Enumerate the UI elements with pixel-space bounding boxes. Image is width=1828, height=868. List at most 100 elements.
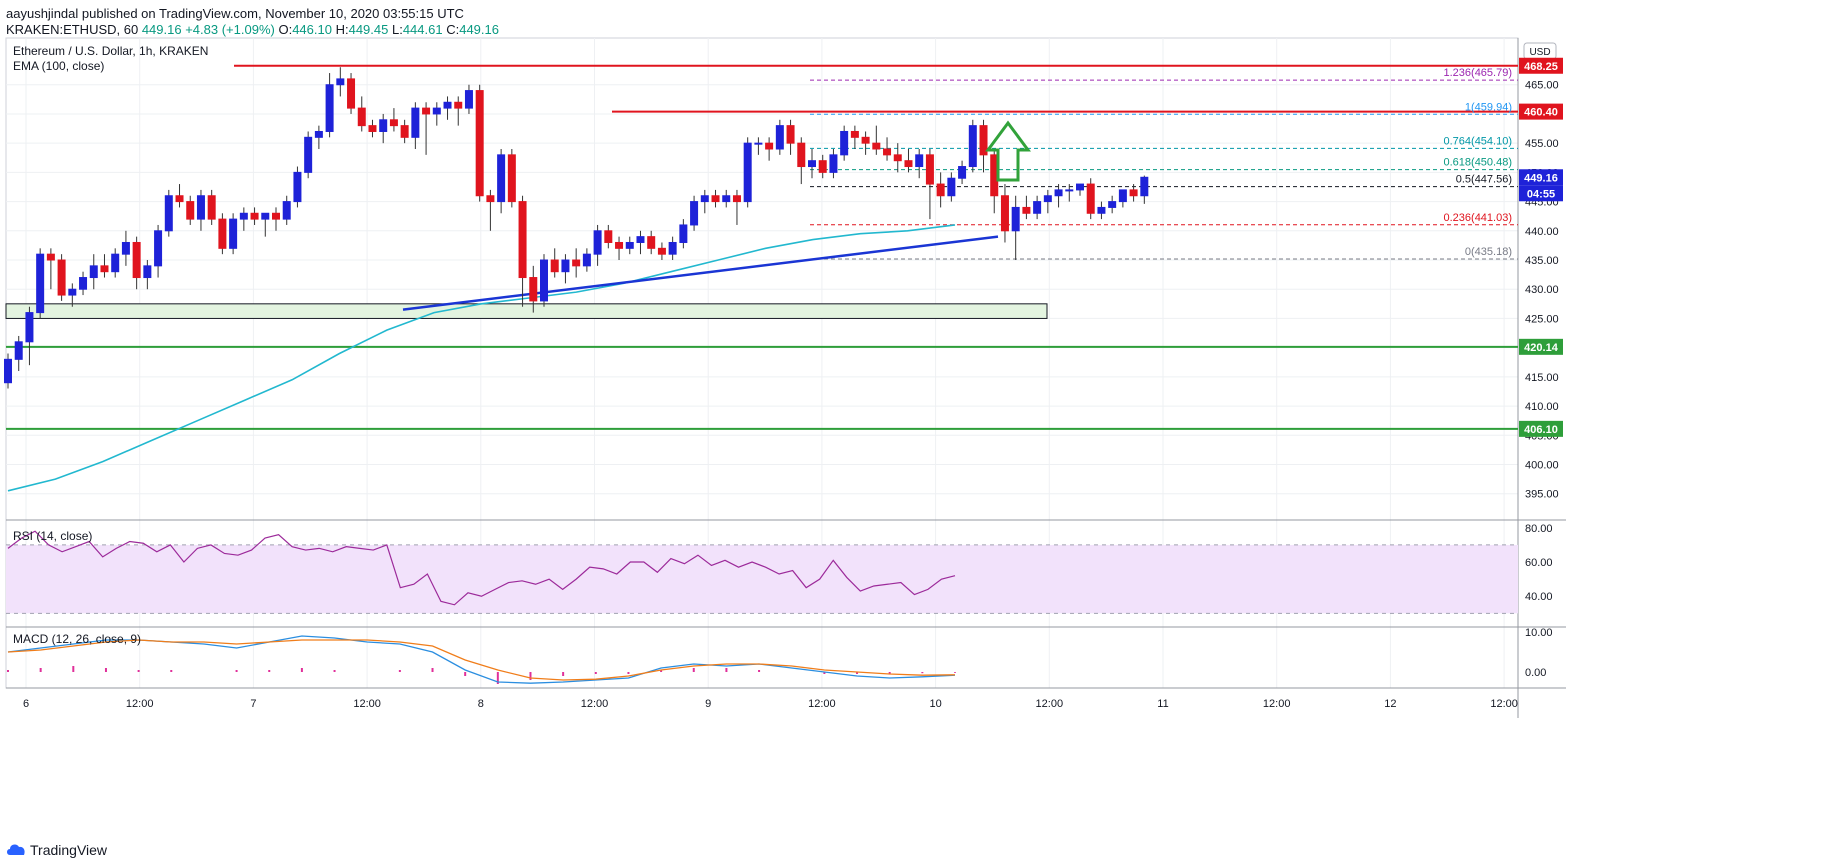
candle [572, 259, 581, 267]
price-tag [1519, 420, 1563, 437]
candles [4, 67, 1149, 389]
candle [4, 358, 12, 384]
candle [1054, 189, 1063, 197]
candle [454, 101, 463, 109]
candle [282, 201, 291, 220]
candle [593, 230, 602, 255]
candle [615, 241, 624, 249]
last-price-tag-label: 449.16 [1524, 172, 1558, 184]
candle [68, 288, 77, 296]
rsi-y-tick: 60.00 [1525, 557, 1553, 569]
candle [36, 253, 45, 314]
y-tick-label: 415.00 [1525, 372, 1559, 384]
ema-line [7, 224, 956, 492]
signal-line [7, 639, 956, 681]
rsi-pane-title: RSI (14, close) [13, 529, 92, 543]
candle [1076, 183, 1084, 191]
candle [550, 259, 559, 273]
y-tick-label: 455.00 [1525, 138, 1559, 150]
last-price: 449.16 [141, 22, 182, 37]
y-tick-label: 435.00 [1525, 255, 1559, 267]
x-tick-label: 12:00 [1036, 698, 1064, 710]
x-tick-label: 12:00 [353, 698, 381, 710]
candle [561, 259, 570, 273]
x-tick-label: 12:00 [581, 698, 609, 710]
price-tag [1519, 338, 1563, 355]
candle [1140, 176, 1149, 197]
candle [304, 136, 313, 173]
candle [314, 130, 323, 138]
candle [175, 195, 184, 203]
candle [1097, 206, 1106, 214]
candle [57, 259, 66, 296]
x-tick-label: 12:00 [808, 698, 836, 710]
candle [154, 230, 163, 267]
candle [722, 195, 731, 203]
price-tag [1519, 103, 1563, 120]
candle [668, 241, 677, 255]
candle [861, 136, 870, 144]
tradingview-logo[interactable]: TradingView [6, 842, 107, 858]
fib-level-label: 0.236(441.03) [1444, 212, 1513, 224]
candle [893, 154, 902, 162]
fib-level-label: 1(459.94) [1465, 101, 1512, 113]
candle [464, 90, 473, 109]
candle [143, 265, 152, 279]
candle [529, 277, 538, 302]
close-value: 449.16 [459, 22, 499, 37]
fib-level-label: 0.764(454.10) [1444, 135, 1513, 147]
candle [1086, 183, 1095, 214]
candle [679, 224, 688, 243]
y-tick-label: 465.00 [1525, 80, 1559, 92]
low-value: 444.61 [402, 22, 443, 37]
y-tick-label: 440.00 [1525, 226, 1559, 238]
candle [947, 177, 956, 197]
candle [357, 107, 366, 127]
main-pane-title: Ethereum / U.S. Dollar, 1h, KRAKEN [13, 44, 208, 58]
candle [1065, 189, 1074, 192]
candle [207, 195, 216, 220]
open-value: 446.10 [292, 22, 332, 37]
candle [389, 119, 398, 127]
candle [379, 119, 388, 132]
candle [336, 78, 345, 86]
candle [775, 125, 784, 150]
candle [657, 247, 666, 255]
close-label: C: [446, 22, 460, 37]
candle [700, 195, 709, 203]
x-tick-label: 9 [705, 698, 711, 710]
symbol-label: KRAKEN:ETHUSD, 60 [6, 22, 139, 37]
candle [958, 166, 967, 179]
candle [904, 160, 913, 168]
rsi-line [7, 530, 956, 606]
fib-level-label: 0.5(447.56) [1456, 174, 1512, 186]
candle [1129, 189, 1138, 197]
fib-level-label: 0.618(450.48) [1444, 157, 1513, 169]
candle [786, 125, 795, 144]
candle [850, 130, 859, 138]
x-tick-label: 12 [1384, 698, 1396, 710]
candle [111, 253, 120, 273]
candle [121, 241, 130, 255]
candle [765, 142, 774, 150]
publisher-name[interactable]: aayushjindal [6, 6, 79, 21]
candle [132, 241, 141, 279]
price-tag-label: 468.25 [1524, 61, 1558, 73]
candle [936, 183, 945, 197]
fib-level-label: 1.236(465.79) [1444, 67, 1513, 79]
support-zone [5, 303, 1048, 319]
x-tick-label: 6 [23, 698, 29, 710]
x-tick-label: 12:00 [1263, 698, 1291, 710]
candle [604, 230, 613, 243]
price-tag-label: 460.40 [1524, 107, 1558, 119]
candle [829, 154, 838, 173]
y-tick-label: 400.00 [1525, 459, 1559, 471]
cloud-icon [7, 844, 25, 855]
currency-label: USD [1529, 47, 1550, 58]
x-tick-label: 12:00 [1490, 698, 1518, 710]
y-tick-label: 395.00 [1525, 489, 1559, 501]
candle [239, 212, 248, 220]
price-tag [1519, 57, 1563, 74]
candle [368, 125, 377, 132]
